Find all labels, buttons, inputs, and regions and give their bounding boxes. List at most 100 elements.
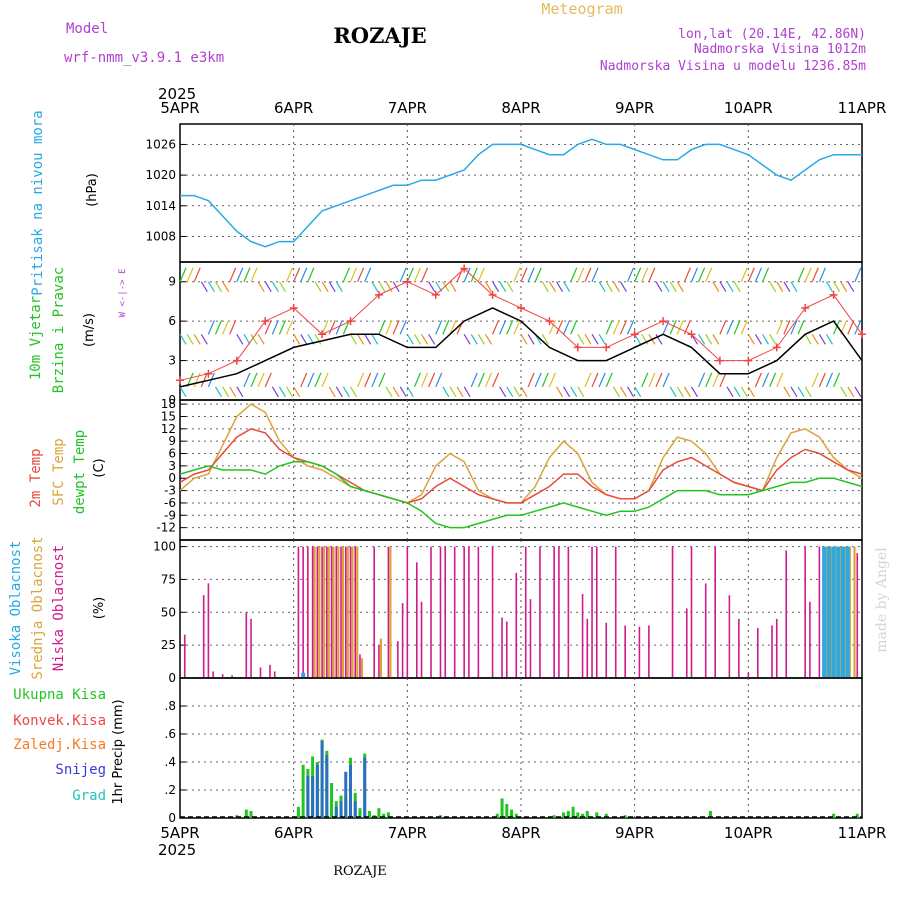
time-axis-bottom: 5APR 6APR 7APR 8APR 9APR 10APR 11APR	[160, 824, 886, 842]
wind-barb	[264, 372, 272, 388]
wind-barb	[754, 267, 762, 282]
precip-bar-snow	[349, 764, 352, 818]
wind-barb	[264, 320, 272, 335]
wind-barb	[278, 320, 287, 335]
wind-barb	[662, 320, 670, 335]
precip-bar-snow	[315, 764, 319, 818]
wind-barb	[314, 372, 322, 388]
precip-bar-total	[623, 815, 627, 818]
wind-barb	[712, 372, 720, 388]
y-tick-label: 18	[161, 397, 176, 411]
cloud-label-high: Visoka Oblacnost	[8, 541, 24, 676]
wind-barb	[357, 372, 365, 388]
time-label: 11APR	[838, 99, 887, 117]
wind-barb	[243, 333, 251, 345]
wind-barb	[591, 333, 599, 345]
y-tick-label: 1026	[145, 137, 176, 151]
wind-barb	[612, 386, 620, 398]
wind-barb	[520, 333, 528, 345]
wind-barb	[378, 281, 386, 293]
wind-barb	[655, 281, 663, 293]
wind-barb	[264, 281, 272, 293]
wind-barb	[818, 267, 826, 282]
wind-barb	[797, 386, 805, 398]
wind-barb	[371, 281, 379, 293]
wind-barb	[349, 386, 358, 398]
wind-barb	[286, 267, 294, 282]
y-tick-label: 12	[161, 422, 176, 436]
wind-barb	[477, 372, 485, 388]
wind-barb	[484, 372, 493, 388]
precip-legend-graupel: Grad	[72, 788, 106, 804]
precip-bar-snow	[344, 771, 348, 818]
wind-barb	[357, 267, 365, 282]
wind-barb	[378, 372, 386, 388]
wind-barb	[492, 320, 500, 335]
wind-barb	[378, 320, 386, 335]
wind-barb	[428, 372, 436, 388]
wind-barb	[811, 333, 819, 345]
wind-barb	[584, 267, 592, 282]
wind-barb	[698, 372, 706, 388]
precip-bar-snow	[306, 776, 310, 818]
precip-bar-total	[832, 813, 836, 818]
wind-barb	[577, 267, 585, 282]
wind-barb	[179, 386, 187, 398]
pressure-line	[180, 138, 862, 248]
wind-barb	[847, 281, 855, 293]
wind-barb	[825, 372, 834, 388]
wind-barb	[506, 386, 514, 398]
wind-barb	[399, 386, 407, 398]
wind-barb	[399, 320, 407, 335]
wind-barb	[449, 281, 457, 293]
wind-barb	[506, 281, 514, 293]
cloud-panel: 0 25 50 75 100	[153, 539, 863, 685]
wind-barb	[570, 386, 578, 398]
precip-bar-total	[382, 813, 386, 818]
clouds-frame	[179, 539, 863, 679]
wind-barb	[286, 320, 294, 335]
wind-frame	[179, 261, 863, 401]
precip-legend-frozen: Zaledj.Kisa	[13, 737, 106, 753]
wind-barb	[690, 333, 699, 345]
wind-barb	[854, 386, 862, 398]
wind-barb	[641, 372, 649, 388]
wind-barb	[520, 267, 528, 282]
y-tick-label: 3	[168, 354, 176, 368]
wind-barb	[307, 372, 315, 388]
wind-barb	[627, 320, 635, 335]
wind-barb	[328, 281, 336, 293]
wind-barb	[442, 386, 450, 398]
wind-barb	[854, 267, 862, 282]
wind-barb	[406, 386, 414, 398]
wind-barb	[520, 386, 528, 398]
y-tick-label: -12	[156, 521, 176, 535]
wind-barb	[527, 372, 535, 388]
wind-barb	[278, 281, 286, 293]
wind-barb	[307, 267, 315, 282]
wind-barb	[669, 320, 677, 335]
wind-barb	[499, 386, 507, 398]
wind-barb	[484, 333, 492, 345]
wind-barb	[243, 372, 251, 388]
wind-barb	[499, 320, 507, 335]
precip-bar-total	[581, 813, 585, 818]
precip-bar-total	[595, 812, 599, 818]
y-tick-label: 3	[168, 459, 176, 473]
wind-barb	[193, 372, 201, 388]
precip-bar-total	[505, 804, 509, 818]
wind-barb	[619, 320, 628, 335]
time-label: 8APR	[501, 824, 540, 842]
wind-barb	[804, 333, 812, 345]
wind-barb	[705, 267, 713, 282]
wind-barb	[321, 281, 329, 293]
precip-bar-total	[514, 813, 518, 818]
wind-barb	[456, 386, 464, 398]
wind-barb	[229, 386, 237, 398]
wind-barb	[300, 267, 308, 282]
wind-barb	[406, 267, 414, 282]
wind-barb	[676, 320, 684, 335]
precip-bar-total	[576, 812, 580, 818]
wind-barb	[733, 386, 741, 398]
precip-frame	[179, 677, 863, 819]
